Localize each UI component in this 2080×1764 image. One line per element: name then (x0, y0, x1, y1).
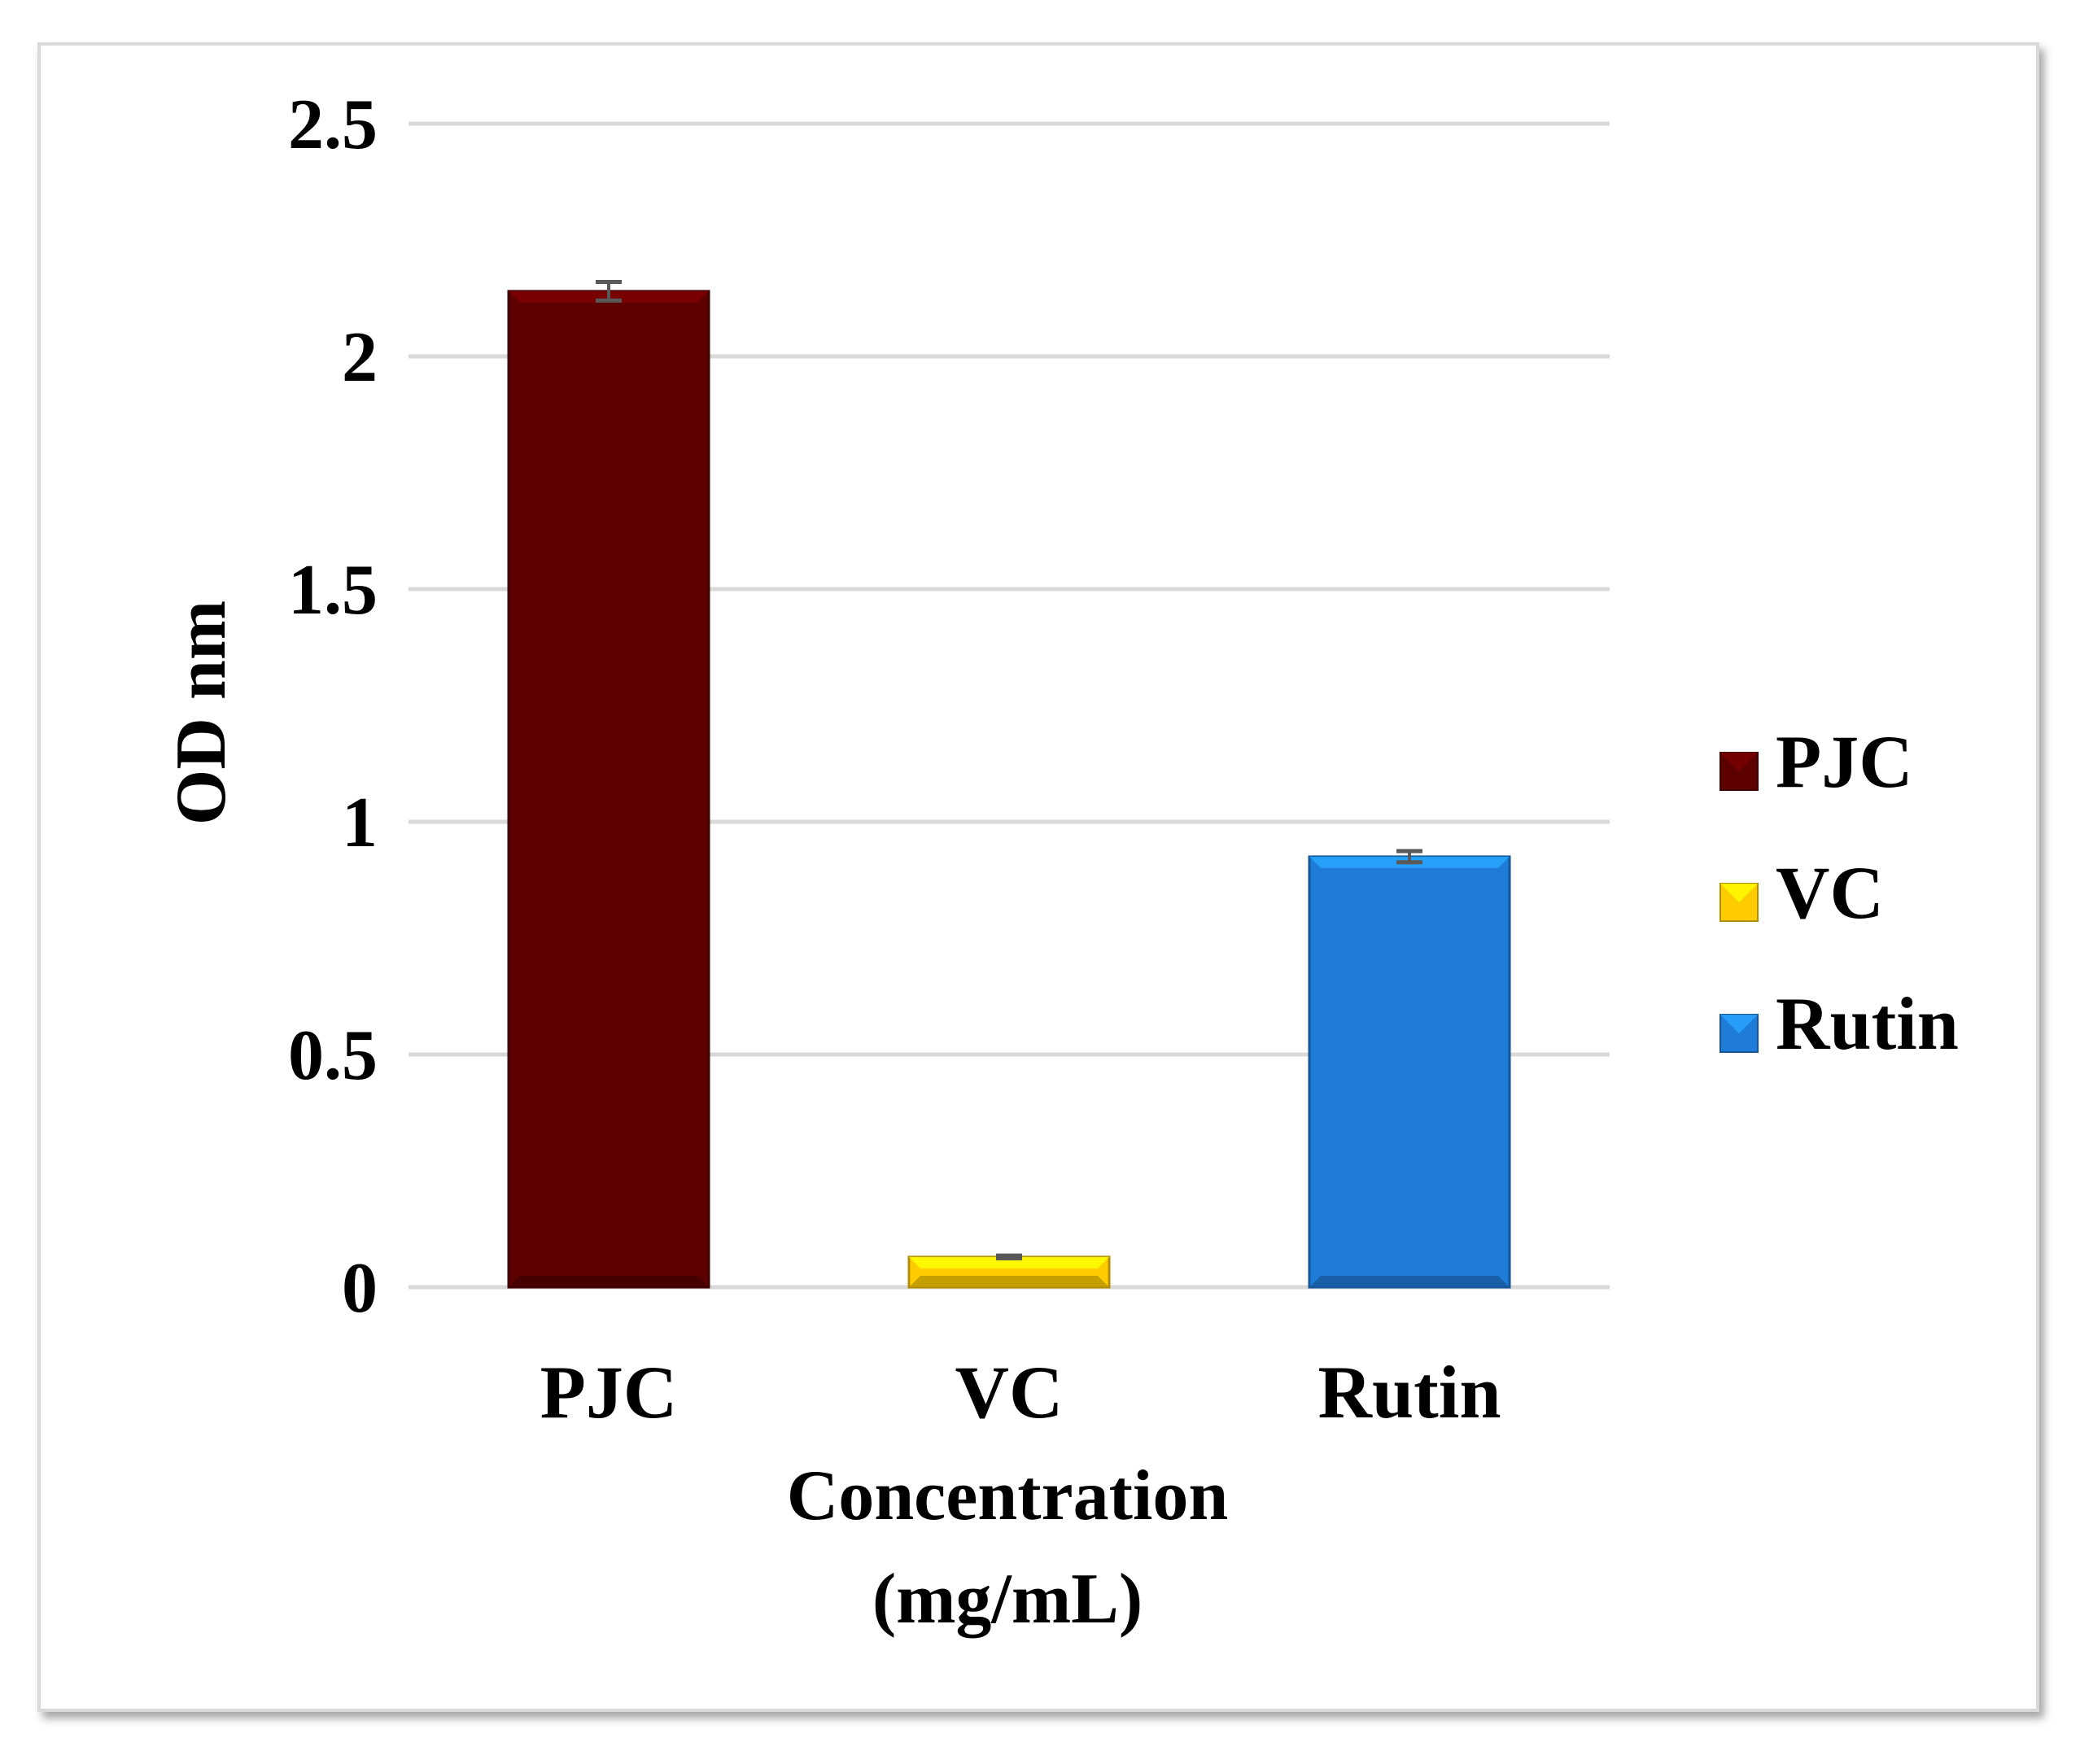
chart-frame: 0 0.5 1 1.5 2 2.5 PJC VC Rutin OD nm Concentrat… (37, 42, 2039, 1712)
x-tick-label: Rutin (1318, 1351, 1501, 1434)
legend-item-rutin: Rutin (1719, 982, 1959, 1065)
y-tick-label: 1 (342, 784, 378, 862)
bar-bevel-bottom (1309, 1276, 1510, 1287)
x-axis-title-line-2: (mg/mL) (872, 1560, 1143, 1639)
x-tick-label: PJC (540, 1351, 678, 1434)
bars (507, 279, 1511, 1289)
bar-vc (907, 1253, 1111, 1289)
bar-rutin (1308, 849, 1511, 1289)
bar-bevel-top (909, 1256, 1109, 1268)
bar-chart: 0 0.5 1 1.5 2 2.5 PJC VC Rutin OD nm Concentrat… (162, 85, 1959, 1639)
bar-rect (507, 290, 710, 1289)
error-bar (1396, 849, 1422, 865)
y-axis-ticks: 0 0.5 1 1.5 2 2.5 (288, 85, 378, 1328)
y-axis-title: OD nm (162, 600, 241, 825)
x-tick-label: VC (955, 1351, 1064, 1434)
legend: PJC VC Rutin (1719, 720, 1959, 1065)
x-axis-categories: PJC VC Rutin (540, 1351, 1501, 1434)
x-axis-title-line-1: Concentration (787, 1456, 1229, 1535)
error-bar (596, 279, 622, 303)
bar-rect (1308, 855, 1511, 1289)
y-tick-label: 1.5 (288, 551, 378, 630)
legend-item-pjc: PJC (1719, 720, 1913, 803)
bar-bevel-bottom (509, 1276, 709, 1287)
bar-pjc (507, 279, 710, 1289)
legend-label: VC (1776, 851, 1884, 934)
legend-item-vc: VC (1719, 851, 1884, 934)
y-tick-label: 2 (342, 318, 378, 397)
y-tick-label: 0.5 (288, 1016, 378, 1095)
y-tick-label: 0 (342, 1249, 378, 1328)
legend-label: Rutin (1776, 982, 1959, 1065)
legend-label: PJC (1776, 720, 1913, 803)
y-tick-label: 2.5 (288, 85, 378, 164)
bar-bevel-bottom (909, 1276, 1109, 1287)
error-bar (996, 1253, 1022, 1261)
